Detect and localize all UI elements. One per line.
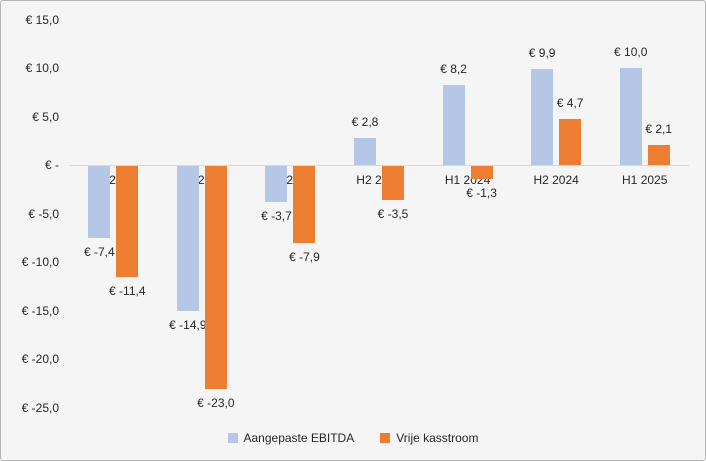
data-label: € 9,9	[528, 45, 556, 60]
bar-vrije-kasstroom	[382, 166, 404, 200]
data-label: € -11,4	[109, 283, 146, 298]
data-label: € -23,0	[197, 396, 235, 411]
x-axis-category-label: H2 2023	[356, 173, 402, 187]
y-axis-tick-label: € -	[44, 158, 59, 172]
bar-aangepaste-ebitda	[442, 85, 465, 165]
y-axis-tick-label: € -15,0	[21, 303, 59, 318]
legend-swatch-kasstroom-icon	[380, 433, 391, 443]
data-label: € 4,7	[556, 96, 584, 111]
y-axis-tick-label: € -25,0	[21, 400, 59, 415]
y-axis-tick-label: € 10,0	[25, 61, 59, 75]
data-label: € -7,9	[289, 249, 320, 264]
bar-aangepaste-ebitda	[619, 68, 642, 165]
y-axis-tick-label: € -20,0	[21, 352, 59, 366]
bar-vrije-kasstroom	[470, 166, 493, 179]
bar-vrije-kasstroom	[647, 144, 670, 165]
data-label: € 2,8	[351, 114, 379, 129]
data-label: € 8,2	[440, 62, 467, 77]
x-axis-line	[69, 165, 689, 166]
legend-swatch-ebitda-icon	[227, 433, 238, 443]
x-axis-category-label: H2 2024	[533, 173, 579, 187]
bar-aangepaste-ebitda	[176, 166, 199, 311]
bar-aangepaste-ebitda	[354, 137, 376, 165]
bar-vrije-kasstroom	[559, 119, 582, 165]
legend-label-aangepaste-ebitda: Aangepaste EBITDA	[243, 431, 355, 445]
bar-aangepaste-ebitda	[531, 68, 554, 165]
x-axis-category-label: H1 2022	[90, 173, 136, 187]
y-axis-tick-label: € 15,0	[25, 12, 59, 27]
bar-vrije-kasstroom	[204, 166, 227, 390]
legend-item-vrije-kasstroom: Vrije kasstroom	[380, 431, 478, 445]
bar-aangepaste-ebitda	[88, 166, 111, 238]
data-label: € -1,3	[466, 185, 497, 200]
y-axis-tick-label: € -10,0	[21, 255, 59, 269]
data-label: € -14,9	[169, 317, 207, 332]
legend-item-aangepaste-ebitda: Aangepaste EBITDA	[227, 431, 355, 445]
bar-vrije-kasstroom	[116, 166, 139, 277]
data-label: € 10,0	[614, 45, 648, 59]
data-label: € -3,5	[377, 206, 409, 221]
x-axis-category-label: H1 2025	[622, 173, 668, 187]
legend-label-vrije-kasstroom: Vrije kasstroom	[396, 431, 479, 445]
y-axis-tick-label: € 5,0	[32, 109, 59, 124]
data-label: € -7,4	[83, 244, 115, 259]
bar-vrije-kasstroom	[293, 166, 316, 243]
x-axis-category-label: H1 2023	[267, 173, 314, 187]
y-axis-tick-label: € -5,0	[28, 206, 59, 221]
data-label: € 2,1	[645, 121, 673, 136]
chart-legend: Aangepaste EBITDA Vrije kasstroom	[1, 431, 705, 445]
data-label: € -3,7	[261, 208, 292, 223]
bar-aangepaste-ebitda	[265, 166, 288, 202]
x-axis-category-label: H2 2022	[179, 173, 225, 187]
